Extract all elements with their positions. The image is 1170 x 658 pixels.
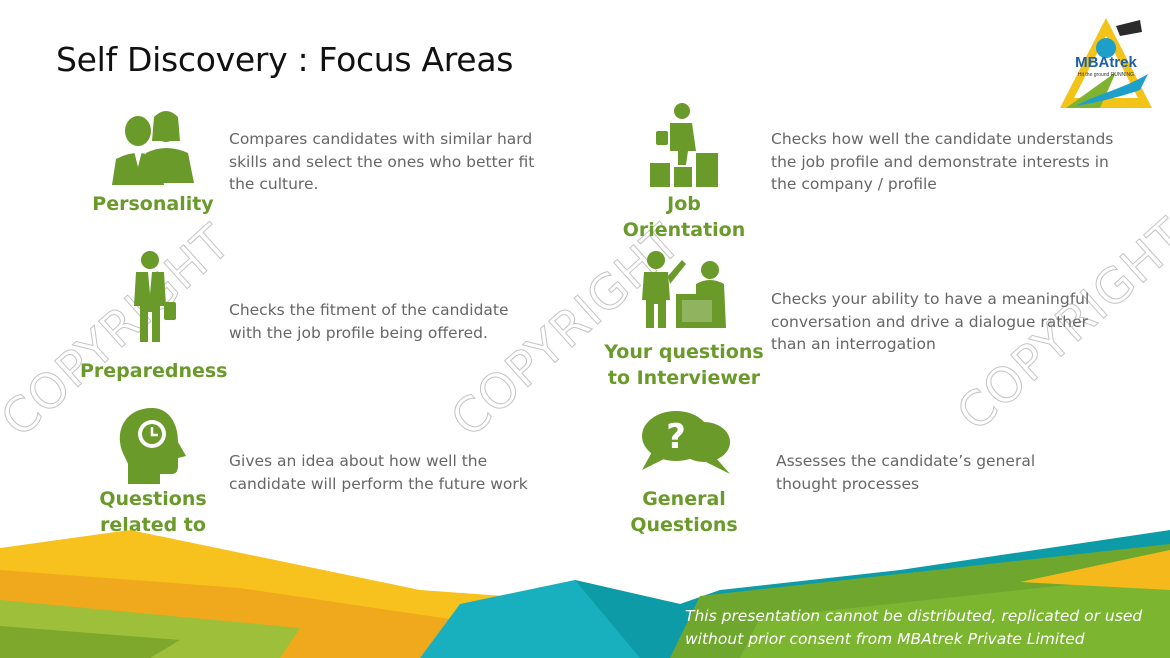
question-bubbles-icon: ? [642,411,730,474]
logo-tagline: Hit the ground RUNNING [1078,72,1134,78]
slide-title: Self Discovery : Focus Areas [56,40,514,79]
area-label-general-questions: General Questions [630,488,738,536]
area-description-preparedness: Checks the fitment of the candidate with… [229,301,509,342]
area-description-job-orientation: Checks how well the candidate understand… [771,130,1114,193]
footer-disclaimer: This presentation cannot be distributed,… [685,607,1143,648]
head-clock-icon [119,408,186,484]
svg-text:?: ? [666,417,686,457]
area-label-job-orientation: Job Orientation [622,193,746,241]
interview-desk-icon [642,251,726,328]
area-label-preparedness: Preparedness [80,360,228,382]
area-description-your-questions: Checks your ability to have a meaningful… [771,290,1090,353]
mbatrek-logo: MBAtrek Hit the ground RUNNING [1060,18,1152,108]
area-label-personality: Personality [92,193,214,215]
area-label-your-questions: Your questions to Interviewer [604,341,764,389]
climbing-steps-icon [650,103,718,187]
businessman-briefcase-icon [134,251,176,342]
area-description-general-questions: Assesses the candidate’s general thought… [776,452,1036,493]
business-people-icon [112,111,194,185]
footer-decoration [0,530,1170,658]
area-description-personality: Compares candidates with similar hard sk… [229,130,535,193]
area-description-questions-past: Gives an idea about how well the candida… [229,452,528,493]
logo-brand: MBAtrek [1075,54,1137,71]
